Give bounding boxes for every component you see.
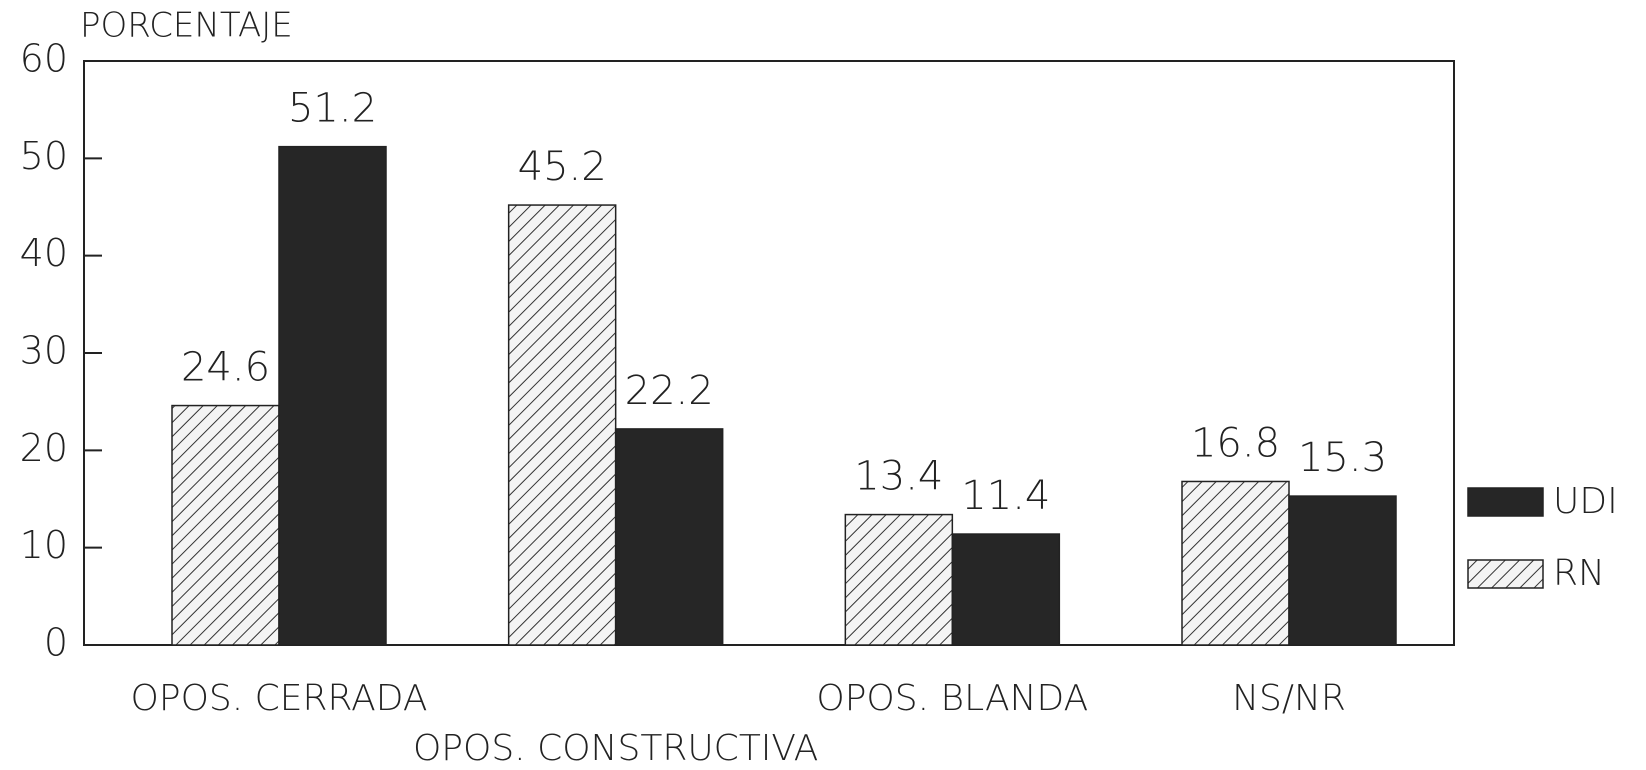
bar bbox=[171, 404, 280, 646]
y-tick-label: 20 bbox=[20, 426, 68, 470]
value-label: 16.8 bbox=[1191, 420, 1280, 466]
x-tick-label: OPOS. CERRADA bbox=[131, 678, 428, 719]
legend-swatch bbox=[1467, 559, 1544, 589]
bar bbox=[844, 513, 954, 646]
y-tick-label: 0 bbox=[44, 621, 68, 665]
bar bbox=[951, 533, 1061, 646]
x-tick-label: OPOS. CONSTRUCTIVA bbox=[413, 728, 818, 769]
legend-swatch bbox=[1467, 487, 1544, 517]
y-tick-label: 60 bbox=[20, 37, 68, 81]
value-label: 11.4 bbox=[961, 473, 1050, 519]
y-axis-label: PORCENTAJE bbox=[80, 6, 293, 46]
bar bbox=[614, 428, 724, 646]
bar bbox=[1181, 480, 1290, 646]
value-label: 51.2 bbox=[288, 86, 377, 132]
value-label: 13.4 bbox=[854, 454, 943, 500]
y-tick-label: 40 bbox=[20, 231, 68, 275]
value-label: 22.2 bbox=[625, 368, 714, 414]
bar bbox=[1288, 495, 1397, 646]
bar bbox=[507, 204, 617, 646]
legend-label: UDI bbox=[1553, 481, 1618, 522]
y-tick-label: 30 bbox=[20, 329, 68, 373]
value-label: 15.3 bbox=[1298, 435, 1387, 481]
legend-label: RN bbox=[1553, 553, 1605, 594]
x-tick-label: NS/NR bbox=[1232, 678, 1346, 719]
x-tick-label: OPOS. BLANDA bbox=[816, 678, 1088, 719]
y-tick-label: 10 bbox=[20, 523, 68, 567]
value-label: 45.2 bbox=[518, 144, 607, 190]
bar bbox=[278, 145, 387, 646]
value-label: 24.6 bbox=[181, 345, 270, 391]
y-tick-label: 50 bbox=[20, 134, 68, 178]
